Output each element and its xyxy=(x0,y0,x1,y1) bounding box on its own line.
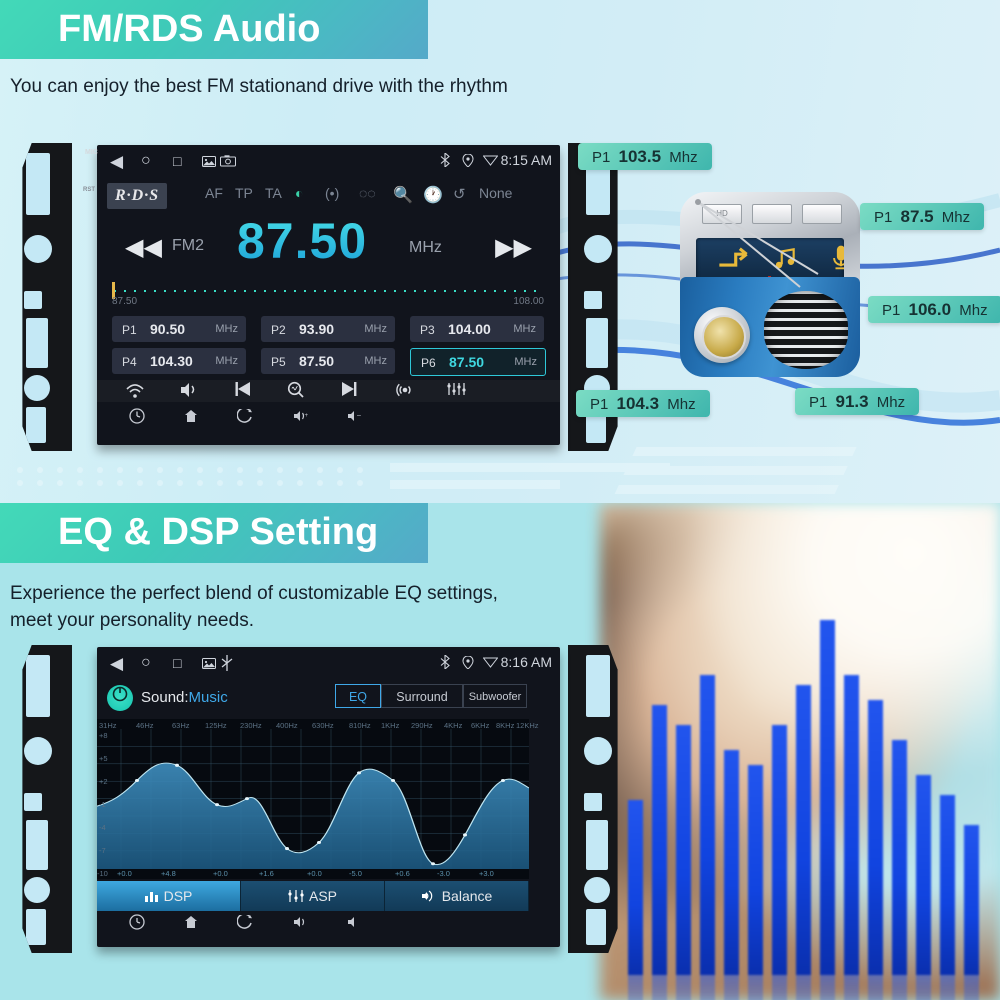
svg-text:+: + xyxy=(305,413,309,419)
svg-text:–: – xyxy=(357,412,361,419)
